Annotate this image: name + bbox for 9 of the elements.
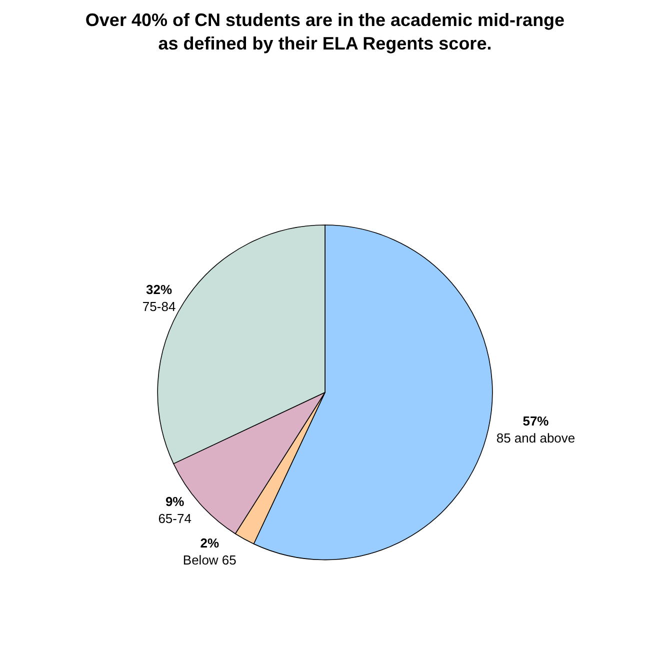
data-label: 57%: [522, 414, 550, 429]
data-label: 9%: [165, 494, 185, 510]
slice-label: 65-74: [158, 511, 192, 526]
slice-label: 75-84: [142, 299, 176, 314]
slice-label: Below 65: [182, 552, 236, 568]
chart-title: Over 40% of CN students are in the academic mid-range as defined by their ELA Regents score.: [85, 10, 565, 54]
data-label: 2%: [200, 535, 220, 550]
slice-label: 85 and above: [496, 430, 576, 446]
data-label: 32%: [146, 282, 173, 298]
